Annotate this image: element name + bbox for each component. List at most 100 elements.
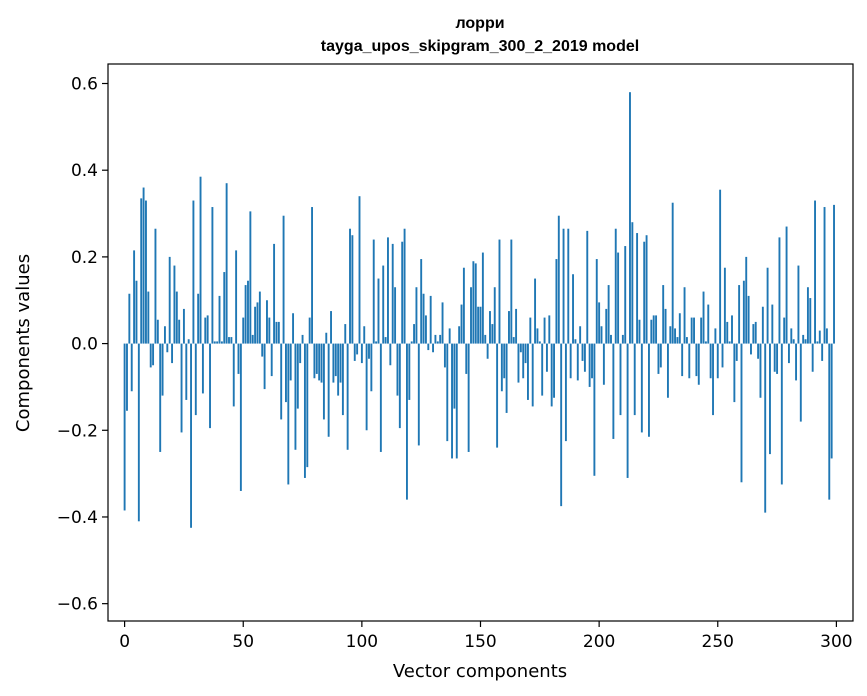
bar-component-104 xyxy=(370,343,373,392)
bar-component-130 xyxy=(432,343,434,353)
bar-component-142 xyxy=(460,304,463,344)
bar-component-113 xyxy=(391,243,394,344)
bar-component-276 xyxy=(778,237,781,344)
bar-component-81 xyxy=(315,343,318,374)
bar-component-35 xyxy=(206,315,209,344)
bar-component-197 xyxy=(591,343,593,379)
bar-component-100 xyxy=(360,343,363,364)
bar-component-2 xyxy=(128,293,131,344)
bar-component-80 xyxy=(313,343,316,379)
bar-component-242 xyxy=(697,343,700,385)
bar-component-3 xyxy=(130,343,133,392)
bar-component-101 xyxy=(363,326,366,344)
bar-component-192 xyxy=(579,326,582,344)
bar-component-173 xyxy=(534,278,537,344)
bar-component-117 xyxy=(401,241,404,344)
bar-component-71 xyxy=(292,313,295,344)
bar-component-237 xyxy=(685,337,688,344)
bar-component-90 xyxy=(337,343,340,396)
bar-component-182 xyxy=(555,259,558,344)
bar-component-46 xyxy=(232,343,235,407)
bar-component-128 xyxy=(427,343,430,351)
bar-component-236 xyxy=(683,287,686,344)
bar-component-281 xyxy=(790,328,793,344)
bar-component-224 xyxy=(655,315,658,344)
bar-component-149 xyxy=(477,306,480,344)
bar-component-65 xyxy=(277,321,280,344)
bar-component-72 xyxy=(294,343,297,450)
bar-component-217 xyxy=(638,319,641,344)
bar-component-40 xyxy=(218,295,221,344)
bar-component-98 xyxy=(356,343,359,355)
bar-component-16 xyxy=(161,343,164,396)
bar-component-22 xyxy=(175,291,178,344)
y-tick-label: −0.4 xyxy=(57,508,98,528)
bar-component-58 xyxy=(261,343,264,357)
bar-component-232 xyxy=(674,328,677,344)
bar-component-212 xyxy=(626,343,629,478)
bar-component-88 xyxy=(332,343,335,383)
bar-component-258 xyxy=(735,343,738,361)
bar-component-108 xyxy=(379,343,382,452)
bar-component-299 xyxy=(833,204,835,344)
bar-component-63 xyxy=(273,243,276,344)
bar-component-36 xyxy=(209,343,211,429)
bar-component-136 xyxy=(446,343,449,442)
bar-component-184 xyxy=(560,343,563,507)
bar-component-148 xyxy=(474,263,477,344)
bar-component-7 xyxy=(140,198,143,344)
bar-component-167 xyxy=(519,343,522,353)
bar-component-231 xyxy=(671,202,674,344)
bar-component-211 xyxy=(624,246,627,344)
bar-component-160 xyxy=(503,343,506,379)
bar-component-77 xyxy=(306,343,309,468)
bar-component-110 xyxy=(384,337,387,344)
bar-component-91 xyxy=(339,343,342,383)
bar-component-34 xyxy=(204,317,207,344)
bar-component-42 xyxy=(223,272,226,344)
bar-component-32 xyxy=(199,176,202,344)
bar-component-222 xyxy=(650,319,653,344)
bar-component-166 xyxy=(517,343,520,383)
bar-component-204 xyxy=(607,285,610,344)
bar-component-285 xyxy=(799,343,802,422)
bar-component-92 xyxy=(341,343,344,416)
bar-component-185 xyxy=(562,228,565,344)
bar-component-107 xyxy=(377,278,380,344)
x-tick-label: 250 xyxy=(702,632,734,652)
bar-component-199 xyxy=(595,259,598,344)
bar-component-175 xyxy=(538,341,541,344)
x-axis-ticks: 0 50 100 150 200 250 300 xyxy=(119,621,853,652)
bar-component-207 xyxy=(614,228,617,344)
bar-component-157 xyxy=(496,343,499,448)
bar-component-28 xyxy=(190,343,192,528)
bar-component-176 xyxy=(541,343,544,396)
bar-component-194 xyxy=(583,343,586,372)
bar-component-84 xyxy=(322,343,325,420)
bar-component-102 xyxy=(365,343,368,431)
bar-component-277 xyxy=(780,343,783,485)
bar-component-24 xyxy=(180,343,183,433)
bar-component-245 xyxy=(704,341,707,344)
bar-component-82 xyxy=(318,343,321,381)
bar-component-174 xyxy=(536,328,539,344)
bar-component-41 xyxy=(220,341,223,344)
bar-component-18 xyxy=(166,343,169,353)
bar-component-111 xyxy=(387,237,389,344)
bar-component-51 xyxy=(244,285,247,344)
bar-component-93 xyxy=(344,324,347,344)
bar-component-26 xyxy=(185,343,188,400)
bar-component-286 xyxy=(802,334,805,344)
bar-component-132 xyxy=(436,341,439,344)
y-axis-label: Components values xyxy=(13,254,34,432)
bar-component-196 xyxy=(588,343,591,387)
bar-component-229 xyxy=(666,343,669,398)
bar-component-201 xyxy=(600,326,603,344)
bar-component-278 xyxy=(783,317,786,344)
bar-component-272 xyxy=(769,343,771,455)
bar-component-270 xyxy=(764,343,767,513)
bar-component-274 xyxy=(773,343,776,372)
bar-component-122 xyxy=(413,324,416,344)
bar-component-179 xyxy=(548,315,551,344)
bar-component-50 xyxy=(242,317,245,344)
